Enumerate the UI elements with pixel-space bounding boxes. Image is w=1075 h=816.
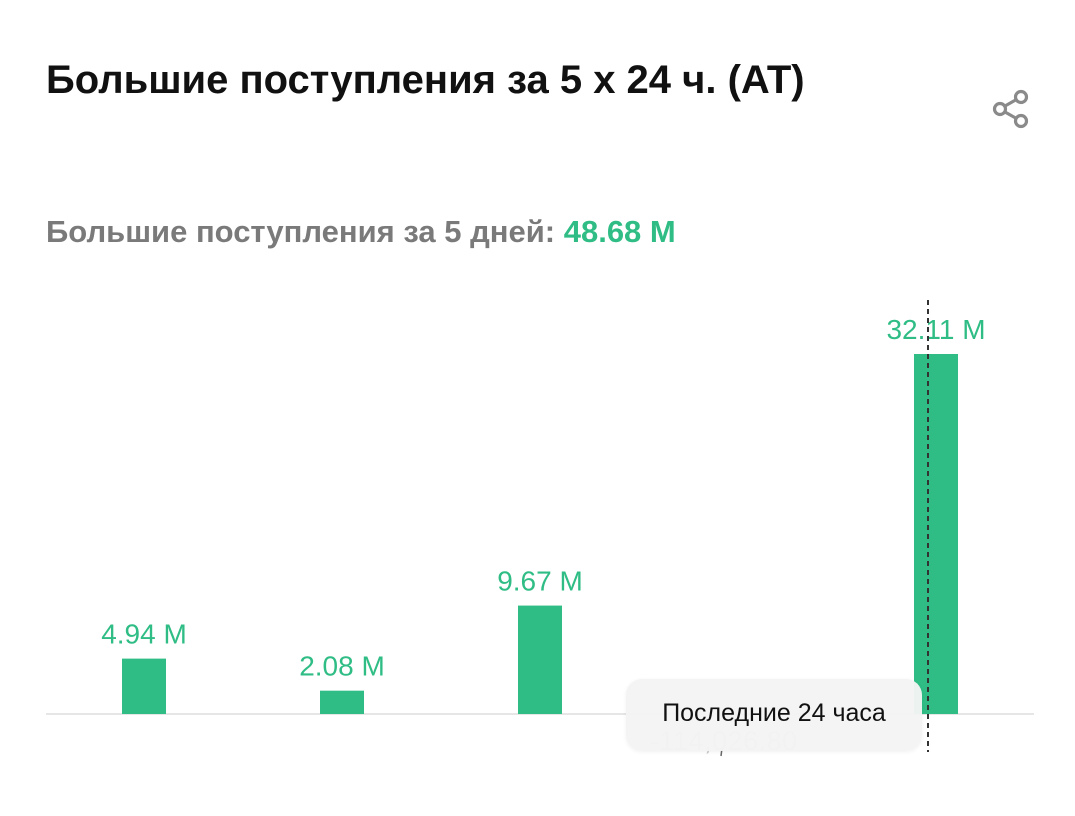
page-title: Большие поступления за 5 x 24 ч. (AT)	[46, 58, 805, 102]
bar-chart[interactable]: 4.94 M 2.08 M 9.67 M 32.11 M	[0, 270, 1075, 816]
summary-value: 48.68 M	[563, 214, 676, 249]
summary-label: Большие поступления за 5 дней:	[46, 214, 556, 249]
bar-1[interactable]	[122, 658, 166, 714]
bar-label-1: 4.94 M	[101, 619, 187, 650]
bar-label-3: 9.67 M	[497, 566, 583, 597]
bar-5[interactable]	[914, 354, 958, 714]
chart-tooltip: Последние 24 часа	[626, 679, 922, 751]
share-button[interactable]	[988, 86, 1034, 132]
share-icon	[992, 89, 1029, 129]
bar-3[interactable]	[518, 605, 562, 714]
bar-2[interactable]	[320, 690, 364, 714]
bar-label-2: 2.08 M	[299, 651, 385, 682]
bar-label-5: 32.11 M	[886, 314, 985, 345]
tooltip-text: Последние 24 часа	[662, 699, 886, 727]
summary: Большие поступления за 5 дней: 48.68 M	[46, 210, 676, 254]
